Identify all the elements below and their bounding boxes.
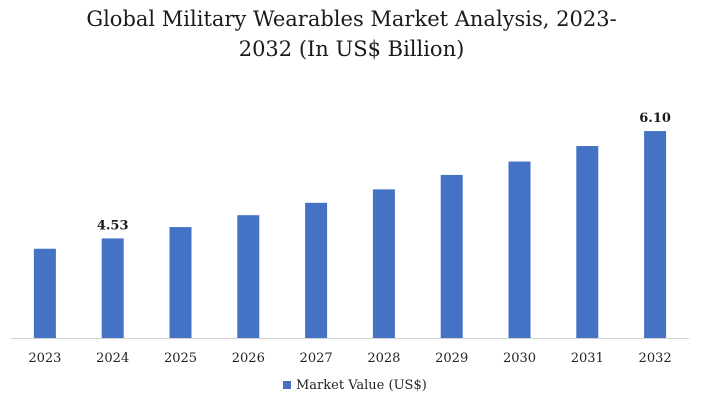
bar-2023 [33,248,56,338]
bar-2032 [644,131,667,338]
data-label-2032: 6.10 [639,111,671,126]
legend-swatch [283,381,291,389]
x-tick-label-2032: 2032 [639,351,672,366]
x-tick-label-2023: 2023 [28,351,61,366]
bar-2031 [576,146,599,338]
x-tick-label-2030: 2030 [503,351,536,366]
x-tick-label-2031: 2031 [571,351,604,366]
chart-title: Global Military Wearables Market Analysi… [0,4,703,64]
x-tick-label-2024: 2024 [96,351,129,366]
x-tick-label-2027: 2027 [300,351,333,366]
bar-2027 [305,202,328,338]
x-tick-label-2025: 2025 [164,351,197,366]
bar-2024 [101,238,124,338]
chart-title-line-1: Global Military Wearables Market Analysi… [86,7,617,31]
bar-2026 [237,215,260,338]
bar-2025 [169,227,192,338]
chart-title-line-2: 2032 (In US$ Billion) [238,37,465,61]
bar-2029 [440,174,463,338]
data-label-2024: 4.53 [97,218,129,233]
bar-2028 [372,189,395,338]
x-tick-label-2028: 2028 [367,351,400,366]
x-tick-label-2026: 2026 [232,351,265,366]
x-tick-label-2029: 2029 [435,351,468,366]
bar-2030 [508,161,531,338]
legend-label: Market Value (US$) [296,378,427,393]
